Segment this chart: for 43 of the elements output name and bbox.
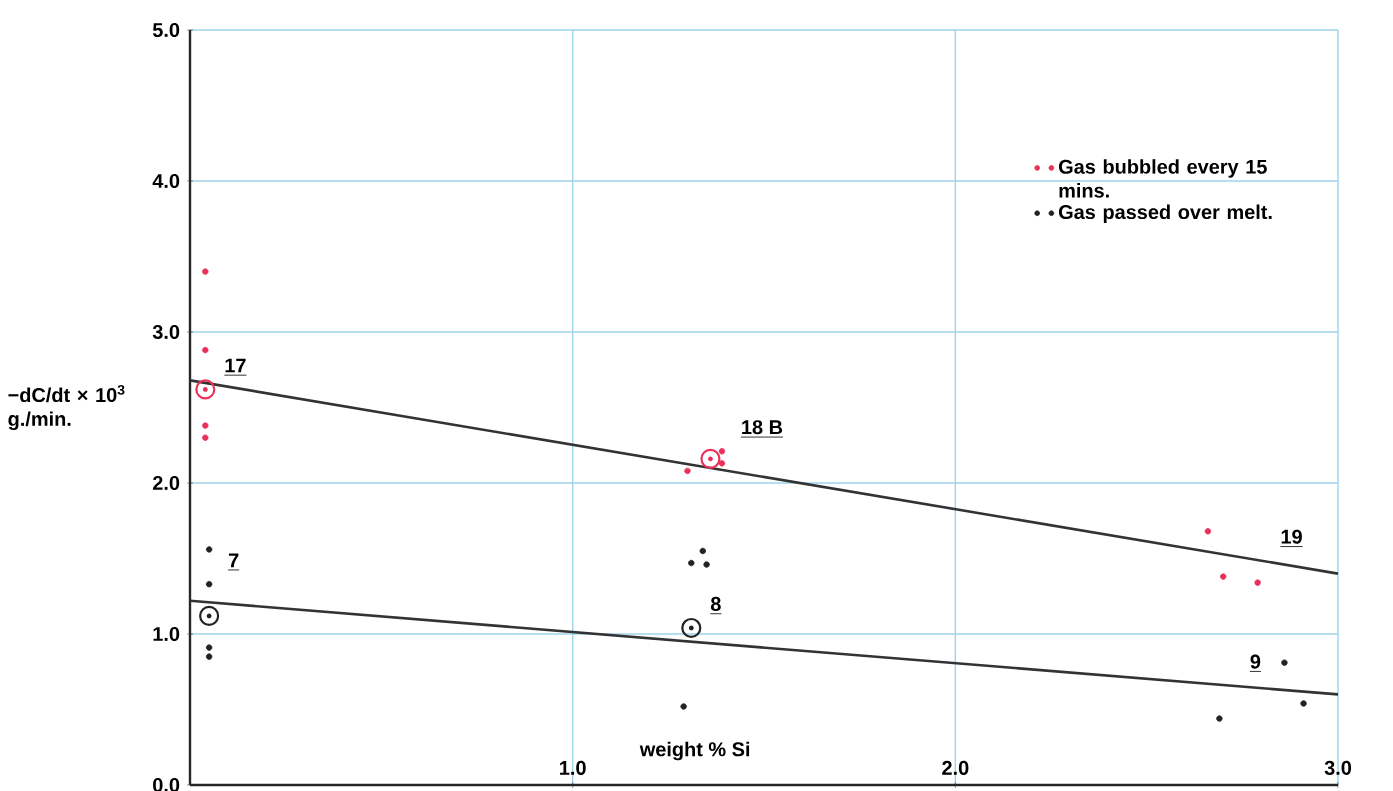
annotation: 18 B bbox=[742, 420, 783, 435]
point bbox=[718, 448, 726, 455]
point bbox=[680, 703, 687, 710]
point bbox=[1300, 700, 1307, 707]
x-axis-title: weight % Si bbox=[639, 741, 750, 761]
legend-label: Gas bubbled every 15 mins. bbox=[1058, 159, 1267, 198]
y-tick-label: 3.0 bbox=[152, 324, 180, 340]
annotation: 7 bbox=[228, 553, 239, 568]
x-tick-label: 1.0 bbox=[560, 760, 586, 775]
y-tick-label: 2.0 bbox=[152, 475, 180, 491]
point bbox=[202, 422, 209, 429]
y-tick-label: 1.0 bbox=[153, 626, 180, 642]
point bbox=[205, 580, 213, 588]
x-tick-label: 2.0 bbox=[942, 760, 969, 775]
point bbox=[202, 346, 209, 354]
point bbox=[195, 379, 216, 400]
point bbox=[684, 467, 691, 475]
y-tick-label: 4.0 bbox=[152, 173, 180, 189]
point bbox=[700, 448, 721, 469]
annotation: 8 bbox=[710, 596, 721, 611]
point bbox=[202, 434, 209, 441]
point bbox=[1220, 573, 1227, 580]
point bbox=[688, 559, 695, 567]
point bbox=[205, 653, 213, 660]
point bbox=[199, 605, 220, 626]
point bbox=[718, 460, 726, 467]
annotation: 17 bbox=[225, 358, 246, 373]
x-tick-label: 3.0 bbox=[1324, 760, 1352, 775]
annotation: 9 bbox=[1250, 654, 1261, 669]
point bbox=[681, 617, 702, 639]
point bbox=[1254, 579, 1261, 586]
point bbox=[699, 547, 706, 555]
point bbox=[205, 644, 213, 651]
point bbox=[1204, 528, 1212, 535]
point bbox=[205, 546, 213, 553]
point bbox=[1216, 715, 1223, 722]
legend-label: Gas passed over melt. bbox=[1058, 204, 1272, 224]
point bbox=[202, 268, 209, 275]
y-tick-label: 5.0 bbox=[152, 22, 180, 38]
point bbox=[703, 561, 710, 568]
point bbox=[1281, 659, 1288, 666]
text: −dC/dt × 10$^{3}$ g./min. bbox=[8, 384, 125, 431]
annotation: 19 bbox=[1281, 529, 1302, 544]
